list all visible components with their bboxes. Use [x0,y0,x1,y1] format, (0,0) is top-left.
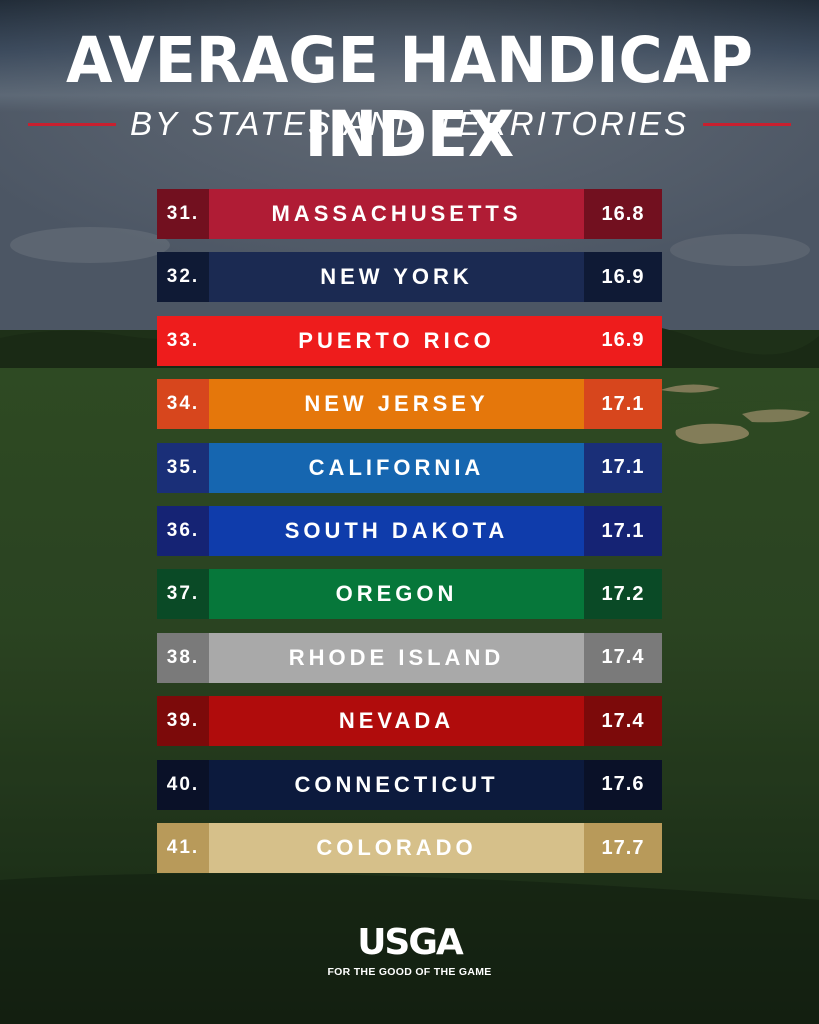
handicap-value-cell: 16.9 [584,252,662,303]
state-name-cell: NEVADA [209,696,584,747]
table-row: 31. MASSACHUSETTS 16.8 [157,189,662,239]
right-accent-rule [703,122,792,126]
state-name-cell: NEW JERSEY [209,379,584,430]
subtitle-row: BY STATES AND TERRITORIES [0,104,819,144]
handicap-value-cell: 16.9 [584,315,662,366]
handicap-value-cell: 17.1 [584,379,662,430]
left-accent-rule [27,122,116,126]
rank-cell: 37. [157,569,209,620]
table-row: 39. NEVADA 17.4 [157,696,662,747]
state-name-cell: NEW YORK [209,252,584,303]
handicap-value-cell: 17.6 [584,759,662,810]
table-row: 32. NEW YORK 16.9 [157,252,662,303]
table-row: 40. CONNECTICUT 17.6 [157,759,662,810]
tagline: FOR THE GOOD OF THE GAME [327,966,492,978]
rank-cell: 35. [157,442,209,493]
state-name-cell: RHODE ISLAND [209,632,584,683]
handicap-value-cell: 17.7 [584,823,662,873]
rank-cell: 41. [157,823,209,873]
usga-logo: USGA [357,922,464,963]
state-name-cell: OREGON [209,569,584,620]
state-name-cell: MASSACHUSETTS [209,189,584,239]
table-row: 41. COLORADO 17.7 [157,823,662,873]
table-row: 37. OREGON 17.2 [157,569,662,620]
handicap-value-cell: 17.4 [584,696,662,747]
table-row: 33. PUERTO RICO 16.9 [157,315,662,366]
state-name-cell: SOUTH DAKOTA [209,506,584,556]
handicap-value-cell: 16.8 [584,189,662,239]
table-row: 34. NEW JERSEY 17.1 [157,379,662,430]
handicap-value-cell: 17.2 [584,569,662,620]
table-row: 38. RHODE ISLAND 17.4 [157,632,662,683]
rank-cell: 33. [157,315,209,366]
handicap-value-cell: 17.1 [584,506,662,556]
state-name-cell: CALIFORNIA [209,442,584,493]
rank-cell: 32. [157,252,209,303]
state-name-cell: PUERTO RICO [209,315,584,366]
handicap-value-cell: 17.1 [584,442,662,493]
rank-cell: 38. [157,632,209,683]
rank-cell: 34. [157,379,209,430]
page-title: AVERAGE HANDICAP INDEX [66,24,753,172]
rank-cell: 39. [157,696,209,747]
state-name-cell: CONNECTICUT [209,759,584,810]
rank-cell: 40. [157,759,209,810]
table-row: 36. SOUTH DAKOTA 17.1 [157,506,662,556]
rank-cell: 31. [157,189,209,239]
rank-cell: 36. [157,506,209,556]
page-subtitle: BY STATES AND TERRITORIES [129,105,690,142]
handicap-value-cell: 17.4 [584,632,662,683]
state-name-cell: COLORADO [209,823,584,873]
table-row: 35. CALIFORNIA 17.1 [157,442,662,493]
